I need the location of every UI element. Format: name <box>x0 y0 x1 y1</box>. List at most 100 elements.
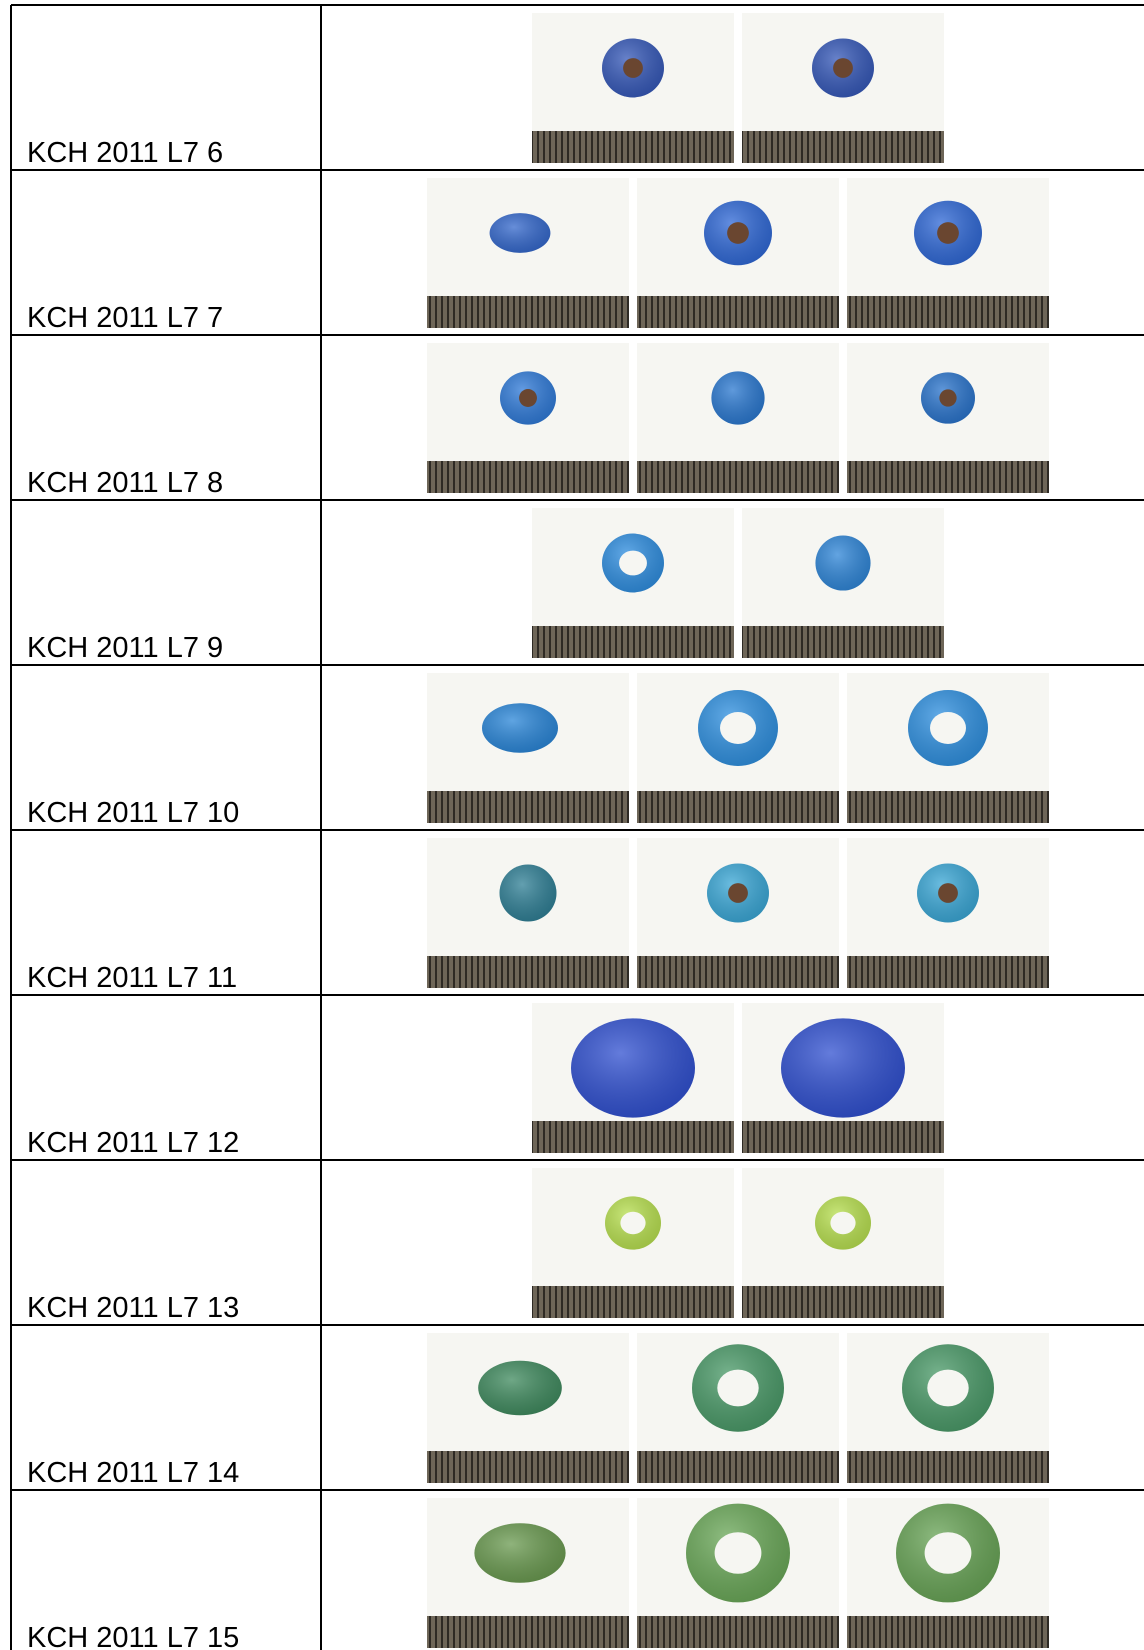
bead-hole <box>830 1211 856 1235</box>
scale-ruler <box>742 131 944 163</box>
scale-ruler <box>742 626 944 658</box>
bead-shade <box>499 864 557 922</box>
bead-photo <box>847 1333 1049 1483</box>
bead-hole <box>620 1211 646 1235</box>
scale-ruler <box>427 296 629 328</box>
bead-shade <box>711 371 765 425</box>
bead-label: KCH 2011 L7 15 <box>27 1622 239 1650</box>
table-row: KCH 2011 L7 15 <box>11 1489 1144 1650</box>
scale-ruler <box>637 1451 839 1483</box>
scale-ruler <box>847 461 1049 493</box>
bead-label: KCH 2011 L7 8 <box>27 467 223 499</box>
scale-ruler <box>427 956 629 988</box>
bead-photo <box>637 178 839 328</box>
bead-photo <box>532 13 734 163</box>
scale-ruler <box>427 1451 629 1483</box>
bead-label: KCH 2011 L7 14 <box>27 1457 239 1489</box>
scale-ruler <box>532 626 734 658</box>
table-row: KCH 2011 L7 9 <box>11 499 1144 664</box>
scale-ruler <box>637 296 839 328</box>
scale-ruler <box>532 1121 734 1153</box>
bead-photo <box>637 673 839 823</box>
bead-hole <box>720 712 756 744</box>
bead-photo <box>427 178 629 328</box>
bead-label: KCH 2011 L7 12 <box>27 1127 239 1159</box>
bead-hole <box>927 1369 969 1407</box>
scale-ruler <box>742 1121 944 1153</box>
bead-hole <box>939 389 957 407</box>
bead-hole <box>714 1532 762 1574</box>
bead-photo <box>847 343 1049 493</box>
scale-ruler <box>847 296 1049 328</box>
scale-ruler <box>742 1286 944 1318</box>
scale-ruler <box>532 1286 734 1318</box>
bead-label: KCH 2011 L7 13 <box>27 1292 239 1324</box>
bead-photo <box>427 1333 629 1483</box>
scale-ruler <box>637 461 839 493</box>
bead-photo <box>637 1498 839 1648</box>
bead-photo <box>427 1498 629 1648</box>
scale-ruler <box>847 1616 1049 1648</box>
bead-label: KCH 2011 L7 9 <box>27 632 223 664</box>
bead-photo <box>742 1168 944 1318</box>
bead-hole <box>519 389 537 407</box>
bead-label: KCH 2011 L7 6 <box>27 137 223 169</box>
bead-photo <box>427 838 629 988</box>
bead-hole <box>717 1369 759 1407</box>
bead-photo <box>637 343 839 493</box>
table-row: KCH 2011 L7 13 <box>11 1159 1144 1324</box>
bead-label: KCH 2011 L7 10 <box>27 797 239 829</box>
bead-hole <box>728 883 748 903</box>
bead-hole <box>619 550 647 576</box>
table-row: KCH 2011 L7 11 <box>11 829 1144 994</box>
scale-ruler <box>637 956 839 988</box>
bead-shade <box>482 703 558 753</box>
bead-photo <box>532 1168 734 1318</box>
bead-label: KCH 2011 L7 7 <box>27 302 223 334</box>
bead-photo <box>847 838 1049 988</box>
bead-hole <box>930 712 966 744</box>
bead-hole <box>623 58 643 78</box>
table-row: KCH 2011 L7 12 <box>11 994 1144 1159</box>
bead-photo <box>532 1003 734 1153</box>
scale-ruler <box>637 791 839 823</box>
bead-photo <box>427 343 629 493</box>
table-row: KCH 2011 L7 6 <box>11 4 1144 169</box>
bead-label: KCH 2011 L7 11 <box>27 962 237 994</box>
bead-photo <box>427 673 629 823</box>
bead-photo <box>742 13 944 163</box>
bead-photo <box>847 178 1049 328</box>
bead-photo <box>532 508 734 658</box>
table-row: KCH 2011 L7 8 <box>11 334 1144 499</box>
bead-shade <box>815 535 871 591</box>
scale-ruler <box>847 1451 1049 1483</box>
bead-photo <box>847 673 1049 823</box>
scale-ruler <box>427 791 629 823</box>
bead-hole <box>727 222 749 244</box>
bead-hole <box>937 222 959 244</box>
scale-ruler <box>532 131 734 163</box>
scale-ruler <box>427 1616 629 1648</box>
scale-ruler <box>427 461 629 493</box>
bead-hole <box>938 883 958 903</box>
bead-shade <box>489 213 551 253</box>
bead-shade <box>478 1360 562 1416</box>
table-row: KCH 2011 L7 7 <box>11 169 1144 334</box>
table-row: KCH 2011 L7 10 <box>11 664 1144 829</box>
bead-photo <box>742 508 944 658</box>
scale-ruler <box>847 956 1049 988</box>
bead-shade <box>781 1018 905 1118</box>
bead-photo <box>637 838 839 988</box>
table-row: KCH 2011 L7 14 <box>11 1324 1144 1489</box>
scale-ruler <box>637 1616 839 1648</box>
bead-photo <box>847 1498 1049 1648</box>
bead-hole <box>833 58 853 78</box>
scale-ruler <box>847 791 1049 823</box>
bead-photo <box>637 1333 839 1483</box>
bead-hole <box>924 1532 972 1574</box>
bead-shade <box>474 1523 566 1583</box>
bead-photo <box>742 1003 944 1153</box>
bead-shade <box>571 1018 695 1118</box>
